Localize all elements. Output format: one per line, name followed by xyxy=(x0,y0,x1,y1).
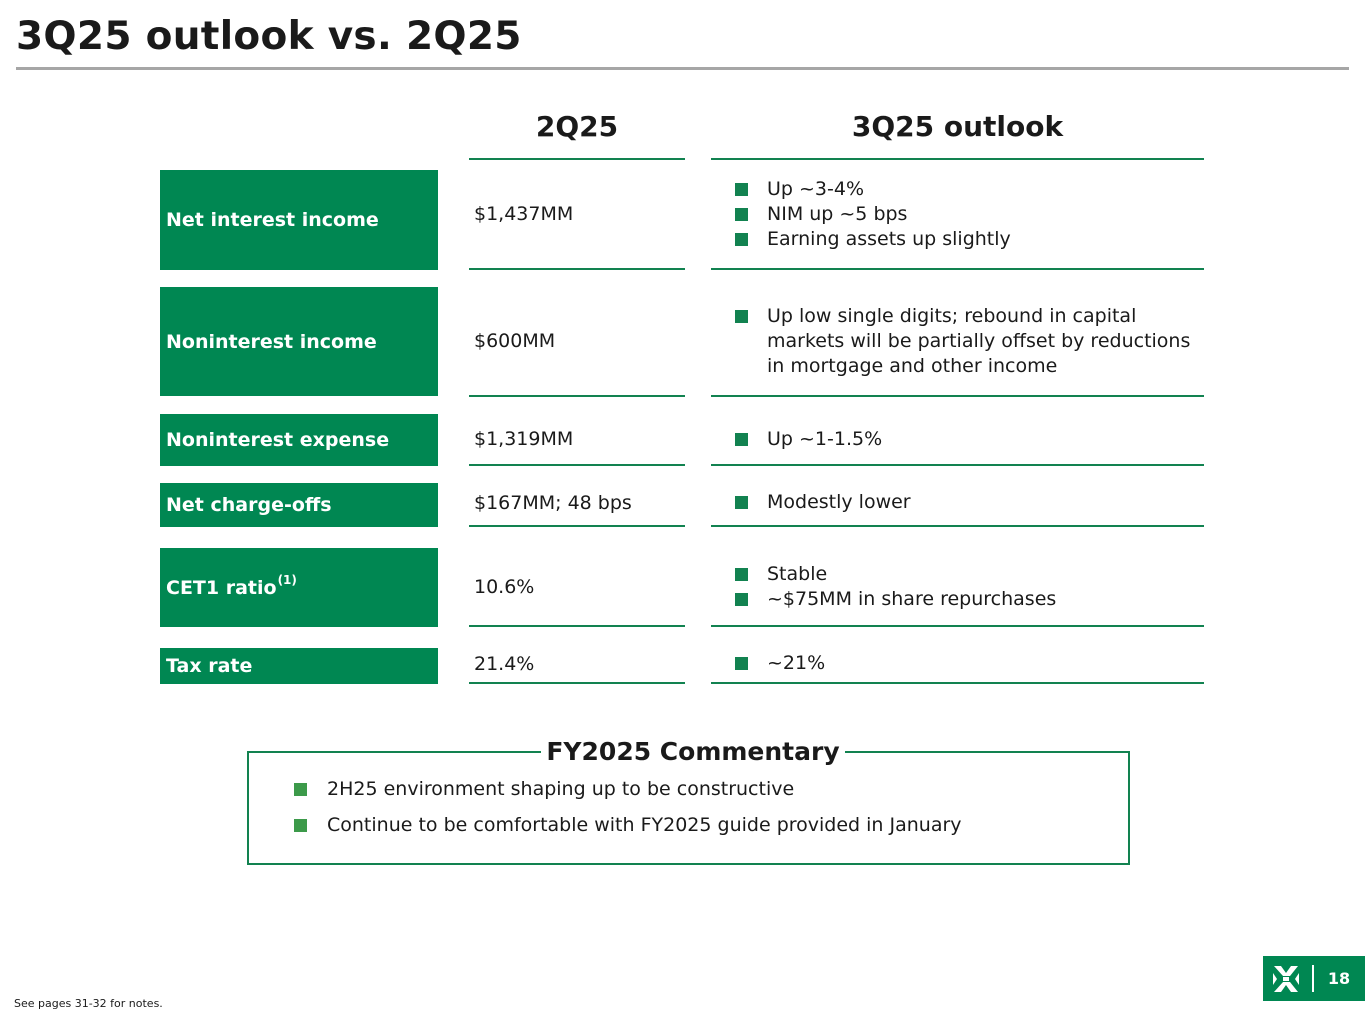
outlook-text: ~21% xyxy=(767,652,826,674)
value-noninterest-income: $600MM xyxy=(469,287,685,397)
square-bullet-icon xyxy=(735,182,748,196)
outlook-text: NIM up ~5 bps xyxy=(767,202,908,225)
value-tax-rate: 21.4% xyxy=(469,645,685,684)
column-header-2q25: 2Q25 xyxy=(535,110,619,143)
row-label-text: Noninterest expense xyxy=(166,429,390,451)
outlook-bullet: Up ~1-1.5% xyxy=(711,427,1204,452)
outlook-noninterest-income: Up low single digits; rebound in capital… xyxy=(711,287,1204,397)
outlook-text: Up ~1-1.5% xyxy=(767,427,883,450)
square-bullet-icon xyxy=(294,782,307,796)
outlook-text: Up low single digits; rebound in capital… xyxy=(767,304,1191,377)
square-bullet-icon xyxy=(735,309,748,323)
row-label-noninterest-expense: Noninterest expense xyxy=(160,414,438,466)
outlook-bullet: ~$75MM in share repurchases xyxy=(711,587,1204,612)
row-label-text: Tax rate xyxy=(166,655,253,677)
outlook-bullet: ~21% xyxy=(711,651,1204,676)
outlook-bullet: Modestly lower xyxy=(711,490,1204,515)
outlook-text: Modestly lower xyxy=(767,491,911,513)
square-bullet-icon xyxy=(735,657,748,670)
commentary-text: Continue to be comfortable with FY2025 g… xyxy=(327,814,962,836)
value-net-charge-offs: $167MM; 48 bps xyxy=(469,480,685,527)
outlook-bullet: Up low single digits; rebound in capital… xyxy=(711,304,1204,379)
commentary-item: Continue to be comfortable with FY2025 g… xyxy=(294,814,962,836)
commentary-title: FY2025 Commentary xyxy=(541,736,845,768)
outlook-bullet: Up ~3-4% xyxy=(711,177,1204,202)
outlook-net-interest-income: Up ~3-4% NIM up ~5 bps Earning assets up… xyxy=(711,160,1204,270)
square-bullet-icon xyxy=(735,432,748,446)
title-divider xyxy=(16,67,1349,70)
outlook-noninterest-expense: Up ~1-1.5% xyxy=(711,414,1204,466)
commentary-box xyxy=(247,751,1130,865)
value-text: $1,437MM xyxy=(474,203,574,225)
outlook-bullet: NIM up ~5 bps xyxy=(711,202,1204,227)
outlook-text: ~$75MM in share repurchases xyxy=(767,587,1057,610)
commentary-item: 2H25 environment shaping up to be constr… xyxy=(294,778,794,800)
row-label-text: Net interest income xyxy=(166,209,379,231)
regions-logo-icon xyxy=(1273,966,1299,992)
value-cet1-ratio: 10.6% xyxy=(469,548,685,627)
row-label-noninterest-income: Noninterest income xyxy=(160,287,438,396)
value-text: $600MM xyxy=(474,330,556,352)
outlook-text: Stable xyxy=(767,562,828,585)
row-label-text: Net charge-offs xyxy=(166,494,332,516)
square-bullet-icon xyxy=(735,567,748,581)
square-bullet-icon xyxy=(735,232,748,246)
commentary-text: 2H25 environment shaping up to be constr… xyxy=(327,778,795,800)
row-label-text: Noninterest income xyxy=(166,330,377,353)
column-header-3q25-outlook: 3Q25 outlook xyxy=(851,110,1064,143)
square-bullet-icon xyxy=(735,496,748,509)
footnote: See pages 31-32 for notes. xyxy=(14,997,163,1010)
row-label-text: CET1 ratio xyxy=(166,576,277,599)
row-label-net-interest-income: Net interest income xyxy=(160,170,438,270)
square-bullet-icon xyxy=(735,207,748,221)
row-label-cet1-ratio: CET1 ratio (1) xyxy=(160,548,438,627)
page-title: 3Q25 outlook vs. 2Q25 xyxy=(16,14,522,59)
footnote-marker: (1) xyxy=(277,572,297,587)
row-label-tax-rate: Tax rate xyxy=(160,648,438,684)
square-bullet-icon xyxy=(294,818,307,832)
column-header-rule xyxy=(711,158,1204,160)
outlook-bullet: Earning assets up slightly xyxy=(711,227,1204,252)
value-text: 21.4% xyxy=(474,652,535,675)
row-label-net-charge-offs: Net charge-offs xyxy=(160,483,438,527)
value-noninterest-expense: $1,319MM xyxy=(469,414,685,466)
value-text: $1,319MM xyxy=(474,428,574,450)
outlook-cet1-ratio: Stable ~$75MM in share repurchases xyxy=(711,548,1204,627)
value-net-interest-income: $1,437MM xyxy=(469,160,685,270)
outlook-text: Up ~3-4% xyxy=(767,177,865,200)
outlook-tax-rate: ~21% xyxy=(711,645,1204,684)
outlook-text: Earning assets up slightly xyxy=(767,227,1011,250)
value-text: 10.6% xyxy=(474,575,535,598)
square-bullet-icon xyxy=(735,592,748,606)
column-header-rule xyxy=(469,158,685,160)
page-number: 18 xyxy=(1327,969,1351,988)
value-text: $167MM; 48 bps xyxy=(474,491,632,514)
badge-divider xyxy=(1312,965,1314,992)
outlook-net-charge-offs: Modestly lower xyxy=(711,480,1204,527)
page-badge: 18 xyxy=(1263,956,1365,1001)
outlook-bullet: Stable xyxy=(711,562,1204,587)
